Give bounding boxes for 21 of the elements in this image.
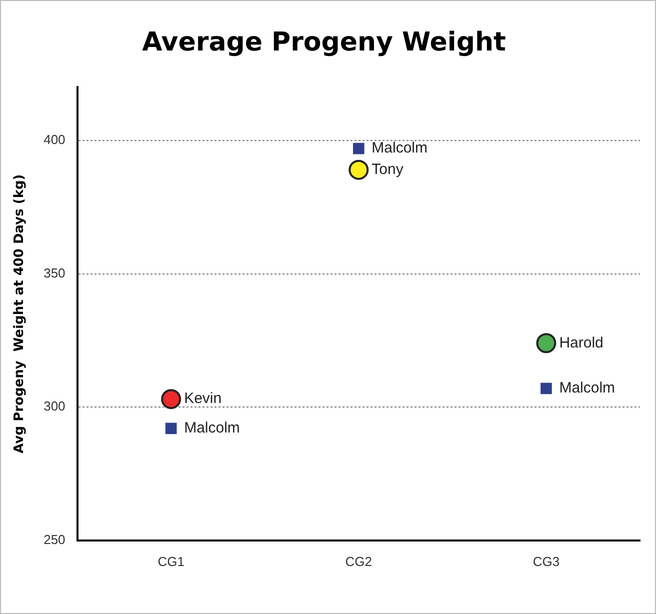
- x-tick-label: CG2: [345, 554, 372, 569]
- chart-title: Average Progeny Weight: [142, 27, 506, 58]
- series-label: Harold: [559, 334, 604, 352]
- point: [540, 382, 552, 394]
- text: Malcolm: [559, 380, 616, 397]
- y-tick-label: 250: [44, 532, 66, 547]
- y-axis-title: Avg Progeny Weight at 400 Days (kg): [12, 174, 28, 454]
- series-label: Malcolm: [372, 140, 428, 157]
- x-tick-label: CG3: [532, 554, 560, 569]
- y-tick-label: 400: [44, 132, 66, 148]
- series-label: Kevin: [184, 390, 222, 408]
- point: [165, 422, 177, 434]
- point: [352, 142, 364, 154]
- y-tick-label: 350: [44, 265, 66, 280]
- series-label: Tony: [372, 160, 404, 178]
- x-tick-label: CG1: [158, 554, 184, 569]
- point: [161, 389, 182, 410]
- y-tick-label: 300: [44, 398, 66, 414]
- point: [536, 333, 556, 354]
- point: [348, 160, 369, 180]
- text: Malcolm: [184, 420, 240, 437]
